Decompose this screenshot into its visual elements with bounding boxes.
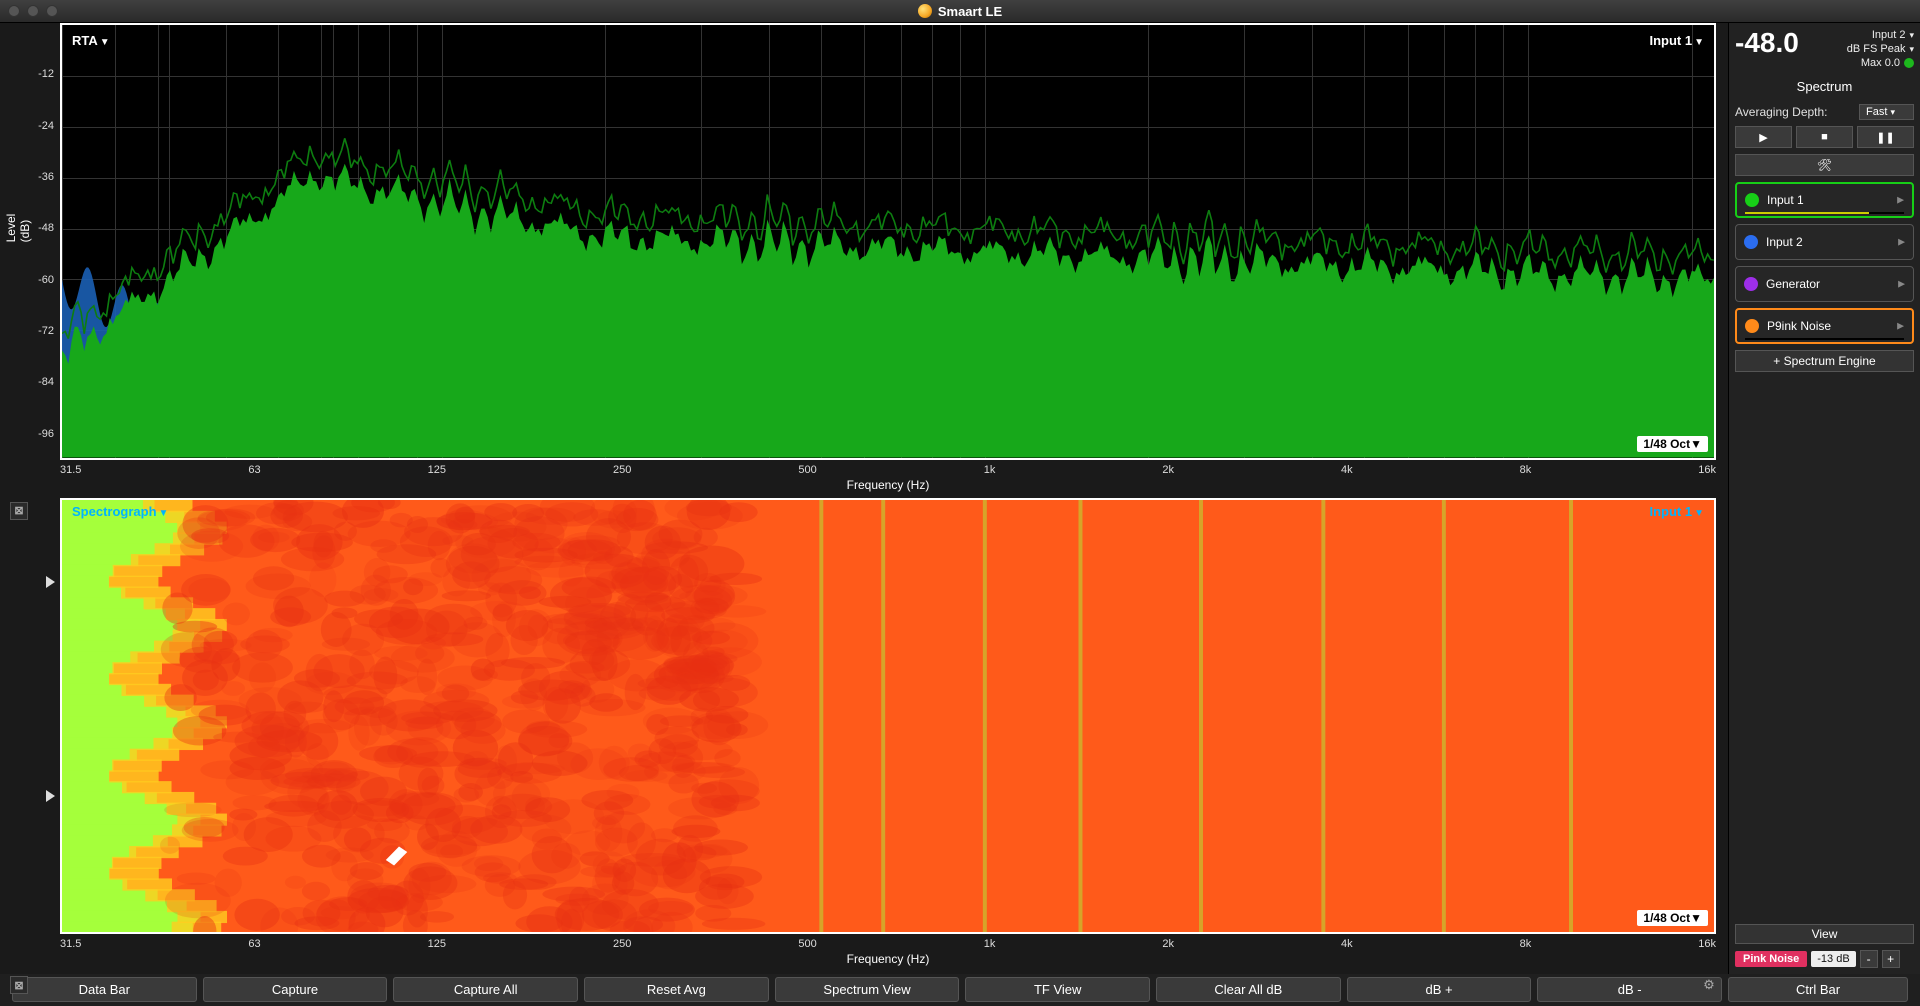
source-color-dot <box>1745 193 1759 207</box>
toolbar-spectrum-view[interactable]: Spectrum View <box>775 977 960 1002</box>
averaging-select[interactable]: Fast ▾ <box>1859 104 1914 120</box>
specgram-settings-gear-icon[interactable]: ⚙ <box>1700 976 1718 994</box>
rta-x-axis-label: Frequency (Hz) <box>60 478 1716 494</box>
pink-noise-plus-button[interactable]: + <box>1882 950 1900 968</box>
pink-noise-db: -13 dB <box>1811 951 1855 967</box>
transport-play-button[interactable]: ▶ <box>1735 126 1792 148</box>
specgram-x-axis: 31.5631252505001k2k4k8k16k <box>60 934 1716 952</box>
tools-button[interactable]: 🛠 <box>1735 154 1914 176</box>
rta-x-axis: 31.5631252505001k2k4k8k16k <box>60 460 1716 478</box>
rta-plot[interactable]: RTA▼ Input 1▼ 1/48 Oct▼ <box>60 23 1716 460</box>
specgram-x-axis-label: Frequency (Hz) <box>60 952 1716 968</box>
specgram-y-axis <box>12 498 60 935</box>
averaging-label: Averaging Depth: <box>1735 105 1828 119</box>
bottom-toolbar: Data BarCaptureCapture AllReset AvgSpect… <box>0 974 1920 1006</box>
source-label: Generator <box>1766 277 1820 291</box>
source-play-icon[interactable]: ▶ <box>1897 321 1904 332</box>
source-list: Input 1 ▶ Input 2 ▶ Generator ▶ P9ink No… <box>1735 182 1914 344</box>
meter-units[interactable]: dB FS Peak <box>1847 43 1906 55</box>
toolbar-reset-avg[interactable]: Reset Avg <box>584 977 769 1002</box>
specgram-range-slider[interactable] <box>46 790 55 802</box>
specgram-label[interactable]: Spectrograph <box>72 504 157 519</box>
source-item-p9ink-noise[interactable]: P9ink Noise ▶ <box>1735 308 1914 344</box>
source-color-dot <box>1744 277 1758 291</box>
source-play-icon[interactable]: ▶ <box>1897 195 1904 206</box>
toolbar-db-[interactable]: dB - <box>1537 977 1722 1002</box>
toolbar-tf-view[interactable]: TF View <box>965 977 1150 1002</box>
hammer-icon: 🛠 <box>1817 158 1832 172</box>
rta-oct-button[interactable]: 1/48 Oct▼ <box>1637 436 1708 452</box>
rta-input-label[interactable]: Input 1 <box>1649 33 1692 48</box>
meter-value: -48.0 <box>1735 29 1799 57</box>
source-item-input-1[interactable]: Input 1 ▶ <box>1735 182 1914 218</box>
meter-max: Max 0.0 <box>1861 57 1900 69</box>
main-area: Level (dB) -12-24-36-48-60-72-84-96 RTA▼… <box>0 23 1728 974</box>
toolbar-ctrl-bar[interactable]: Ctrl Bar <box>1728 977 1908 1002</box>
specgram-plot[interactable]: Spectrograph▼ Input 1▼ 1/48 Oct▼ <box>60 498 1716 935</box>
specgram-plot-region: Spectrograph▼ Input 1▼ 1/48 Oct▼ 31.5631… <box>12 498 1716 969</box>
rta-y-axis: Level (dB) -12-24-36-48-60-72-84-96 <box>12 23 60 460</box>
source-item-input-2[interactable]: Input 2 ▶ <box>1735 224 1914 260</box>
rta-y-axis-label: Level (dB) <box>4 201 32 243</box>
side-panel: -48.0 Input 2▾ dB FS Peak▾ Max 0.0 Spect… <box>1728 23 1920 974</box>
add-spectrum-engine-button[interactable]: + Spectrum Engine <box>1735 350 1914 372</box>
source-label: P9ink Noise <box>1767 319 1831 333</box>
window-zoom-dot[interactable] <box>46 5 58 17</box>
rta-plot-region: Level (dB) -12-24-36-48-60-72-84-96 RTA▼… <box>12 23 1716 494</box>
rta-level-slider[interactable] <box>60 185 61 197</box>
toolbar-capture-all[interactable]: Capture All <box>393 977 578 1002</box>
source-label: Input 1 <box>1767 193 1804 207</box>
view-button[interactable]: View <box>1735 924 1914 944</box>
toolbar-db-[interactable]: dB + <box>1347 977 1532 1002</box>
source-color-dot <box>1744 235 1758 249</box>
rta-label[interactable]: RTA <box>72 33 98 48</box>
transport-stop-button[interactable]: ■ <box>1796 126 1853 148</box>
pink-noise-badge[interactable]: Pink Noise <box>1735 951 1807 967</box>
window-close-dot[interactable] <box>8 5 20 17</box>
source-item-generator[interactable]: Generator ▶ <box>1735 266 1914 302</box>
toolbar-clear-all-db[interactable]: Clear All dB <box>1156 977 1341 1002</box>
specgram-input-label[interactable]: Input 1 <box>1649 504 1692 519</box>
source-play-icon[interactable]: ▶ <box>1898 237 1905 248</box>
level-meter: -48.0 Input 2▾ dB FS Peak▾ Max 0.0 <box>1735 29 1914 69</box>
source-label: Input 2 <box>1766 235 1803 249</box>
app-title: Smaart LE <box>938 4 1002 19</box>
specgram-close-icon[interactable]: ⊠ <box>10 976 28 994</box>
meter-peak-led <box>1904 58 1914 68</box>
toolbar-capture[interactable]: Capture <box>203 977 388 1002</box>
titlebar: Smaart LE <box>0 0 1920 23</box>
source-color-dot <box>1745 319 1759 333</box>
app-icon <box>918 4 932 18</box>
specgram-oct-button[interactable]: 1/48 Oct▼ <box>1637 910 1708 926</box>
pink-noise-minus-button[interactable]: - <box>1860 950 1878 968</box>
meter-input[interactable]: Input 2 <box>1872 29 1906 41</box>
source-play-icon[interactable]: ▶ <box>1898 279 1905 290</box>
specgram-range-slider[interactable] <box>46 576 55 588</box>
transport-pause-button[interactable]: ❚❚ <box>1857 126 1914 148</box>
window-minimize-dot[interactable] <box>27 5 39 17</box>
spectrum-section-title: Spectrum <box>1735 75 1914 98</box>
toolbar-data-bar[interactable]: Data Bar <box>12 977 197 1002</box>
